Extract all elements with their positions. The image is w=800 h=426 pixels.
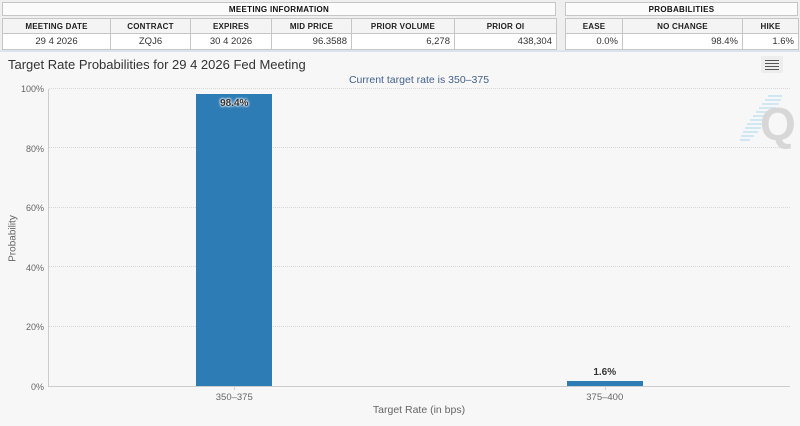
chart-title: Target Rate Probabilities for 29 4 2026 … [8, 57, 306, 72]
gridline [49, 266, 790, 268]
meeting-information-table: MEETING INFORMATION MEETING DATE CONTRAC… [2, 2, 557, 50]
mid-price-value: 96.3588 [271, 33, 352, 50]
col-ease: EASE [565, 18, 623, 34]
gridline [49, 325, 790, 327]
chart-subtitle: Current target rate is 350–375 [348, 74, 490, 86]
col-hike: HIKE [742, 18, 799, 34]
meeting-information-header: MEETING INFORMATION [2, 2, 556, 16]
probabilities-table: PROBABILITIES EASE NO CHANGE HIKE 0.0% 9… [565, 2, 799, 50]
gridline [49, 147, 790, 149]
col-contract: CONTRACT [110, 18, 191, 34]
probability-chart: Target Rate Probabilities for 29 4 2026 … [0, 50, 800, 426]
y-axis-tick-label: 100% [20, 84, 44, 94]
col-prior-oi: PRIOR OI [454, 18, 557, 34]
expires-value: 30 4 2026 [190, 33, 272, 50]
gridline [49, 88, 790, 89]
probability-bar[interactable] [566, 381, 643, 386]
contract-value: ZQJ6 [110, 33, 191, 50]
y-axis-tick-label: 0% [30, 382, 44, 392]
y-axis-tick-label: 20% [25, 322, 44, 333]
col-prior-volume: PRIOR VOLUME [351, 18, 455, 34]
chart-export-menu-icon[interactable] [761, 56, 783, 73]
gridline [49, 206, 790, 208]
y-axis-tick-label: 40% [25, 262, 44, 273]
x-axis-title: Target Rate (in bps) [372, 404, 466, 416]
bar-value-label: 98.4% [220, 97, 249, 109]
no-change-value: 98.4% [622, 33, 743, 50]
meeting-date-value: 29 4 2026 [2, 33, 111, 50]
bar-value-label: 1.6% [593, 367, 617, 379]
y-axis-tick-label: 80% [25, 143, 44, 154]
col-meeting-date: MEETING DATE [2, 18, 111, 34]
plot-area: 98.4% 350–375 1.6% 375–400 [48, 88, 790, 403]
x-axis-category-label: 350–375 [215, 392, 253, 403]
col-mid-price: MID PRICE [271, 18, 352, 34]
y-axis-tick-labels: 0% 20% 40% 60% 80% 100% [0, 84, 44, 392]
probability-bar[interactable] [196, 93, 273, 386]
x-axis-tick [234, 386, 236, 390]
col-expires: EXPIRES [190, 18, 272, 34]
meeting-information-values: 29 4 2026 ZQJ6 30 4 2026 96.3588 6,278 4… [2, 33, 557, 50]
hike-value: 1.6% [742, 33, 799, 50]
x-axis-category-label: 375–400 [586, 392, 624, 403]
ease-value: 0.0% [565, 33, 623, 50]
probabilities-values: 0.0% 98.4% 1.6% [565, 33, 799, 50]
prior-volume-value: 6,278 [351, 33, 455, 50]
col-no-change: NO CHANGE [622, 18, 743, 34]
watermark-letter: Q [760, 98, 794, 150]
y-axis-tick-label: 60% [25, 203, 44, 214]
meeting-information-column-headers: MEETING DATE CONTRACT EXPIRES MID PRICE … [2, 18, 557, 34]
probabilities-header: PROBABILITIES [565, 2, 798, 16]
probabilities-column-headers: EASE NO CHANGE HIKE [565, 18, 799, 34]
quikstrike-watermark-logo: Q [740, 95, 794, 150]
prior-oi-value: 438,304 [454, 33, 557, 50]
x-axis-tick [604, 386, 606, 390]
